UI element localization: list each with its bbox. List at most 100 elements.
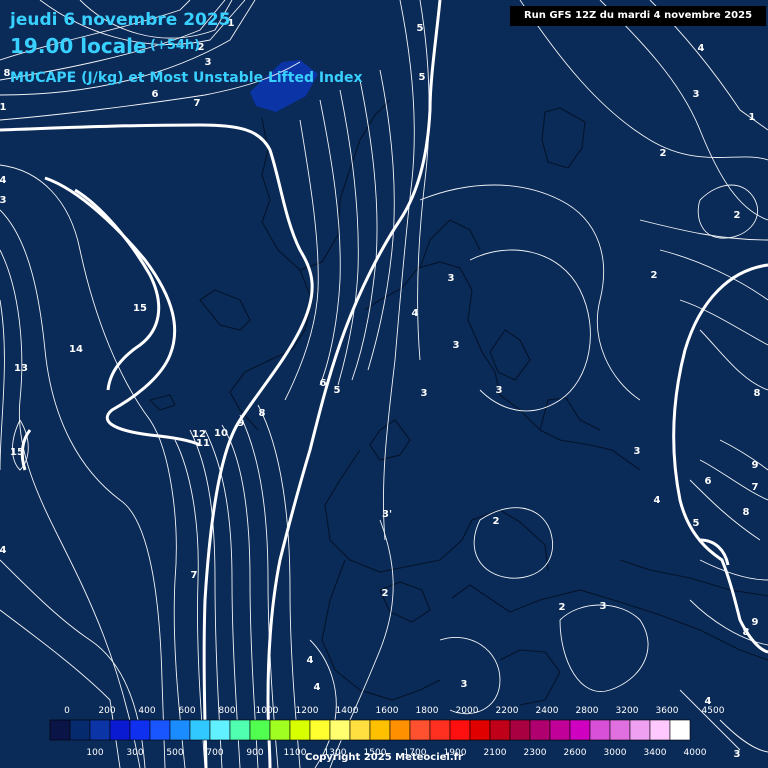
- colorbar-bottom-label: 1900: [444, 748, 467, 758]
- contour-label: 3: [634, 446, 641, 457]
- copyright: Copyright 2025 Meteociel.fr: [305, 752, 463, 763]
- colorbar-bottom-label: 4000: [684, 748, 707, 758]
- colorbar-bottom-label: 1100: [284, 748, 307, 758]
- colorbar-top-label: 1400: [336, 706, 359, 716]
- colorbar-top-label: 4500: [702, 706, 725, 716]
- contour-label: 8: [754, 388, 761, 399]
- contour-label: 15: [10, 447, 24, 458]
- contour-label: 15: [133, 303, 147, 314]
- contour-label: 3: [600, 601, 607, 612]
- contour-label: 1: [749, 112, 756, 123]
- colorbar-swatch: [349, 719, 371, 741]
- contour-label: 3: [734, 749, 741, 760]
- colorbar-swatch: [69, 719, 91, 741]
- colorbar-top-label: 600: [178, 706, 195, 716]
- colorbar-bottom-label: 300: [126, 748, 143, 758]
- contour-label: 6: [320, 378, 327, 389]
- colorbar-top-label: 2800: [576, 706, 599, 716]
- contour-label: 3: [693, 89, 700, 100]
- colorbar-swatch: [169, 719, 191, 741]
- contour-label: 2: [651, 270, 658, 281]
- colorbar-swatch: [509, 719, 531, 741]
- contour-label: 4: [705, 696, 712, 707]
- colorbar-swatch: [549, 719, 571, 741]
- colorbar-swatch: [369, 719, 391, 741]
- colorbar-swatch: [629, 719, 651, 741]
- contour-label: 6: [705, 476, 712, 487]
- colorbar-bottom-label: 1500: [364, 748, 387, 758]
- colorbar-swatch: [569, 719, 591, 741]
- contour-label: 2: [198, 42, 205, 53]
- contour-label: 1: [0, 102, 7, 113]
- colorbar-swatch: [209, 719, 231, 741]
- colorbar-swatch: [669, 719, 691, 741]
- colorbar-bottom-label: 700: [206, 748, 223, 758]
- contour-label: 4: [307, 655, 314, 666]
- colorbar-top-label: 1000: [256, 706, 279, 716]
- colorbar-top-label: 3200: [616, 706, 639, 716]
- colorbar-top-label: 1600: [376, 706, 399, 716]
- colorbar-swatch: [49, 719, 71, 741]
- colorbar-top-label: 0: [64, 706, 70, 716]
- contour-label: 3: [421, 388, 428, 399]
- contour-label: 2: [660, 148, 667, 159]
- contour-label: 7: [194, 98, 201, 109]
- date-line: jeudi 6 novembre 2025: [10, 10, 231, 30]
- colorbar-swatch: [589, 719, 611, 741]
- time-line: 19.00 locale: [10, 34, 147, 58]
- contour-label: 8: [743, 507, 750, 518]
- contour-label: 4: [698, 43, 705, 54]
- colorbar-top-label: 400: [138, 706, 155, 716]
- contour-label: 8: [259, 408, 266, 419]
- contour-label: 3: [0, 195, 7, 206]
- contour-label: 3: [453, 340, 460, 351]
- colorbar-swatch: [429, 719, 451, 741]
- colorbar-bottom-label: 100: [86, 748, 103, 758]
- colorbar-bottom-label: 1700: [404, 748, 427, 758]
- contour-label: 10: [214, 428, 228, 439]
- parameter-title: MUCAPE (J/kg) et Most Unstable Lifted In…: [10, 70, 363, 86]
- colorbar-top-label: 2400: [536, 706, 559, 716]
- contour-label: 2: [559, 602, 566, 613]
- colorbar-top-label: 2200: [496, 706, 519, 716]
- colorbar-top-label: 200: [98, 706, 115, 716]
- contour-label: 5: [417, 23, 424, 34]
- colorbar-swatch: [269, 719, 291, 741]
- contour-label: 2: [493, 516, 500, 527]
- colorbar-bottom-label: 500: [166, 748, 183, 758]
- run-info: Run GFS 12Z du mardi 4 novembre 2025: [510, 6, 766, 26]
- contour-label: 9: [752, 617, 759, 628]
- contour-label: 12: [192, 429, 206, 440]
- contour-label: 5: [419, 72, 426, 83]
- colorbar-bottom-label: 2100: [484, 748, 507, 758]
- cape-colorbar: 0 200 400 600 800 1000 1200 1400 1600 1800 2000 220…: [49, 706, 725, 758]
- contour-label: 9: [238, 418, 245, 429]
- colorbar-swatch: [389, 719, 411, 741]
- contour-label: 2: [734, 210, 741, 221]
- contour-label: 4: [314, 682, 321, 693]
- contour-label: 3: [448, 273, 455, 284]
- colorbar-swatch: [189, 719, 211, 741]
- colorbar-swatch: [249, 719, 271, 741]
- colorbar-swatch: [149, 719, 171, 741]
- contour-label: 7: [752, 482, 759, 493]
- colorbar-swatch: [489, 719, 511, 741]
- contour-label: 3: [205, 57, 212, 68]
- colorbar-swatch: [109, 719, 131, 741]
- contour-label: 4: [412, 308, 419, 319]
- forecast-offset: (+54h): [150, 38, 201, 53]
- colorbar-top-label: 800: [218, 706, 235, 716]
- colorbar-top-label: 2000: [456, 706, 479, 716]
- contour-label: 7: [191, 570, 198, 581]
- contour-label: 9: [752, 460, 759, 471]
- colorbar-top-label: 1800: [416, 706, 439, 716]
- colorbar-top-label: 1200: [296, 706, 319, 716]
- contour-label: 3: [496, 385, 503, 396]
- contour-label: 1: [228, 18, 235, 29]
- colorbar-swatch: [129, 719, 151, 741]
- colorbar-bottom-label: 3000: [604, 748, 627, 758]
- contour-label: 3: [461, 679, 468, 690]
- colorbar-swatch: [309, 719, 331, 741]
